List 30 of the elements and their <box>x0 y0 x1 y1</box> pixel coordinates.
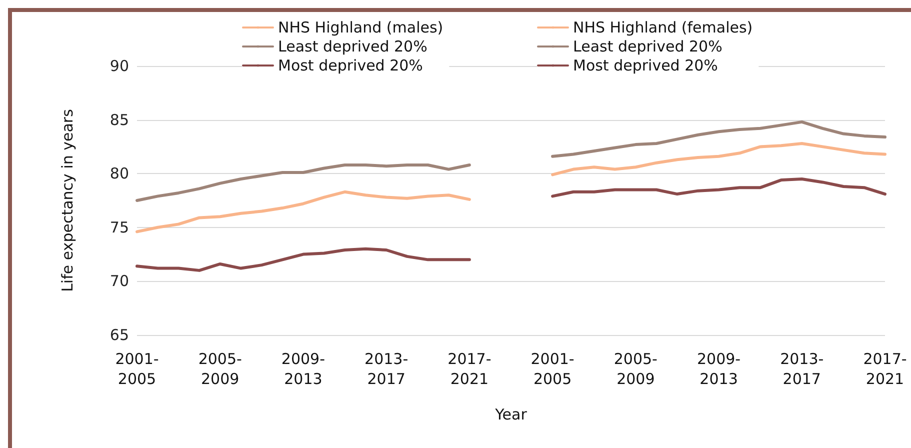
legend-label: Least deprived 20% <box>573 38 722 56</box>
x-tick-label: 2017- 2021 <box>863 350 907 388</box>
line-series <box>136 163 471 202</box>
x-tick-label: 2005- 2009 <box>198 350 242 388</box>
x-tick-label: 2001- 2005 <box>115 350 159 388</box>
x-tick-label: 2005- 2009 <box>614 350 658 388</box>
legend-label: Most deprived 20% <box>278 56 423 74</box>
y-tick-label: 75 <box>110 218 129 236</box>
y-tick-label: 70 <box>110 272 129 290</box>
y-axis-title: Life expectancy in years <box>58 108 76 292</box>
y-tick-label: 85 <box>110 110 129 129</box>
legend-label: Most deprived 20% <box>573 56 718 74</box>
legend-label: NHS Highland (males) <box>278 18 444 36</box>
line-series <box>136 190 471 234</box>
line-series <box>136 247 471 272</box>
line-series <box>551 142 886 176</box>
y-tick-label: 80 <box>110 164 129 183</box>
y-tick-label: 65 <box>110 326 129 344</box>
x-tick-label: 2013- 2017 <box>780 350 824 388</box>
line-series <box>551 120 886 158</box>
y-tick-label: 90 <box>110 57 129 75</box>
x-tick-label: 2009- 2013 <box>696 350 741 388</box>
x-tick-label: 2017- 2021 <box>448 350 492 388</box>
legend-label: Least deprived 20% <box>278 38 428 56</box>
x-axis-title: Year <box>494 406 528 424</box>
x-tick-label: 2001- 2005 <box>530 350 574 388</box>
legend-label: NHS Highland (females) <box>573 18 753 36</box>
line-series <box>551 177 886 198</box>
x-tick-label: 2013- 2017 <box>364 350 408 388</box>
x-tick-label: 2009- 2013 <box>281 350 326 388</box>
